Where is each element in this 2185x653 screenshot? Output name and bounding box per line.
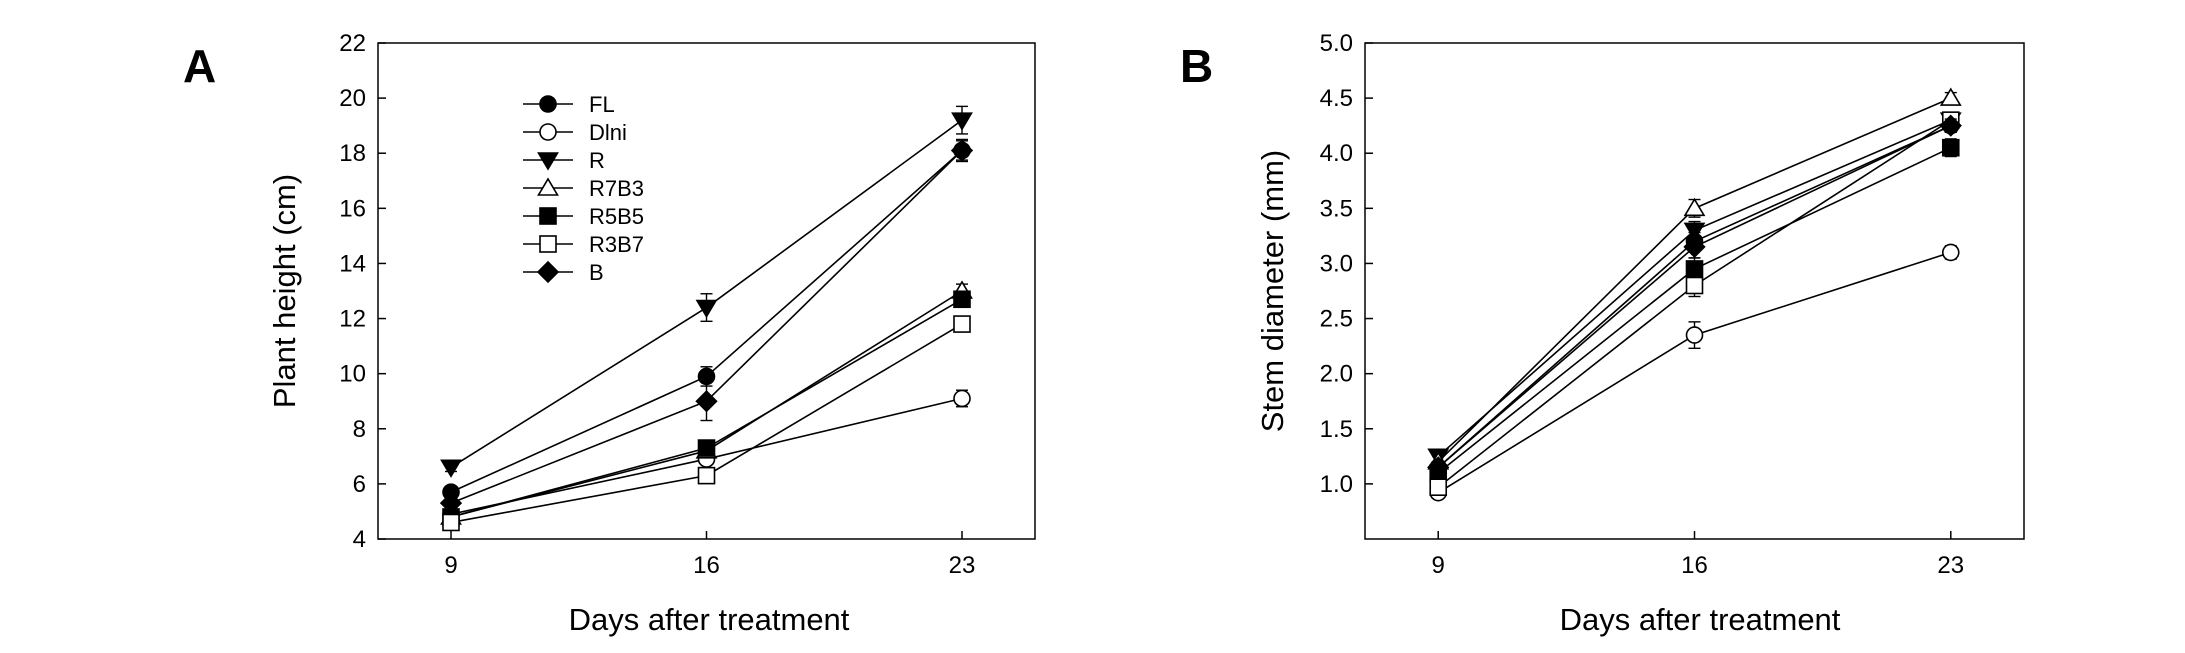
y-tick-label: 14 bbox=[339, 250, 366, 277]
series-line-r5b5 bbox=[1437, 146, 1952, 474]
legend-item-r: R bbox=[523, 148, 605, 173]
data-point-dlni bbox=[1941, 243, 1960, 262]
y-tick-label: 8 bbox=[353, 416, 366, 443]
y-tick-label: 20 bbox=[339, 85, 366, 112]
panel-a-y-axis-label: Plant height (cm) bbox=[267, 174, 302, 408]
legend-marker-r5b5 bbox=[539, 207, 557, 225]
panel-a-x-ticks: 9 16 23 bbox=[444, 531, 975, 579]
legend-label: FL bbox=[589, 92, 615, 117]
data-point-b bbox=[439, 492, 463, 515]
panel-b-letter: B bbox=[1180, 40, 1213, 92]
data-point-r3b7 bbox=[442, 513, 460, 532]
legend-label: Dlni bbox=[589, 120, 627, 145]
data-point-b bbox=[695, 390, 718, 413]
panel-b-series bbox=[1427, 87, 1962, 502]
series-r3b7 bbox=[1429, 111, 1960, 496]
panel-a-series bbox=[439, 105, 974, 532]
panel-a-y-ticks: 4 6 8 10 12 14 16 18 20 22 bbox=[339, 30, 386, 553]
y-tick-label: 16 bbox=[339, 195, 366, 222]
data-point-b bbox=[1683, 235, 1706, 259]
data-point-r5b5 bbox=[953, 290, 971, 309]
panel-a-legend: FL Dlni R R7B3 R5B5 R3B7 B bbox=[523, 92, 644, 285]
legend-label: R5B5 bbox=[589, 204, 644, 229]
legend-item-r5b5: R5B5 bbox=[523, 204, 644, 229]
data-point-r5b5 bbox=[1941, 138, 1960, 157]
data-point-b bbox=[1939, 114, 1962, 137]
x-tick-label: 23 bbox=[1937, 552, 1964, 579]
data-point-r bbox=[440, 459, 462, 478]
data-point-r3b7 bbox=[1429, 478, 1448, 496]
data-point-r bbox=[1683, 222, 1706, 241]
series-line-r3b7 bbox=[1437, 119, 1952, 488]
series-b bbox=[439, 138, 974, 515]
panel-b-y-ticks: 1.0 1.5 2.0 2.5 3.0 3.5 4.0 4.5 5.0 bbox=[1320, 30, 1373, 498]
data-point-dlni bbox=[1685, 326, 1704, 344]
legend-marker-fl bbox=[539, 95, 557, 113]
y-tick-label: 22 bbox=[339, 30, 366, 57]
legend-label: R3B7 bbox=[589, 232, 644, 257]
data-point-b bbox=[950, 139, 974, 162]
y-tick-label: 2.0 bbox=[1320, 361, 1353, 388]
data-point-r bbox=[695, 299, 718, 319]
legend-item-r7b3: R7B3 bbox=[523, 176, 644, 201]
legend-label: R7B3 bbox=[589, 176, 644, 201]
data-point-dlni bbox=[953, 389, 971, 408]
data-point-r3b7 bbox=[953, 315, 971, 333]
legend-marker-r bbox=[537, 152, 559, 171]
series-r bbox=[440, 105, 973, 478]
data-point-r7b3 bbox=[1683, 197, 1706, 217]
legend-marker-dlni bbox=[539, 123, 557, 141]
panel-b-x-axis-label: Days after treatment bbox=[1560, 602, 1841, 637]
series-b bbox=[1427, 114, 1962, 479]
panel-a-letter: A bbox=[183, 40, 216, 92]
y-tick-label: 5.0 bbox=[1320, 30, 1353, 57]
legend-label: B bbox=[589, 260, 604, 285]
legend-label: R bbox=[589, 148, 605, 173]
y-tick-label: 1.5 bbox=[1320, 416, 1353, 443]
legend-marker-r3b7 bbox=[539, 235, 557, 253]
y-tick-label: 3.0 bbox=[1320, 250, 1353, 277]
legend-item-fl: FL bbox=[523, 92, 615, 117]
y-tick-label: 6 bbox=[353, 471, 366, 498]
x-tick-label: 9 bbox=[444, 552, 457, 579]
y-tick-label: 12 bbox=[339, 306, 366, 333]
y-tick-label: 3.5 bbox=[1320, 195, 1353, 222]
y-tick-label: 4.5 bbox=[1320, 85, 1353, 112]
legend-marker-b bbox=[536, 260, 560, 284]
series-line-r3b7 bbox=[450, 323, 963, 524]
x-tick-label: 16 bbox=[693, 552, 720, 579]
legend-item-dlni: Dlni bbox=[523, 120, 627, 145]
panel-b: B Days after treatment Stem diameter (mm… bbox=[1180, 30, 2025, 637]
series-r3b7 bbox=[442, 315, 971, 532]
series-r5b5 bbox=[1429, 138, 1960, 482]
data-point-r3b7 bbox=[1685, 276, 1704, 295]
panel-a-x-axis-label: Days after treatment bbox=[569, 602, 850, 637]
data-point-r3b7 bbox=[697, 466, 716, 485]
x-tick-label: 9 bbox=[1432, 552, 1445, 579]
data-point-r5b5 bbox=[697, 439, 716, 457]
y-tick-label: 4.0 bbox=[1320, 140, 1353, 167]
x-tick-label: 23 bbox=[949, 552, 976, 579]
x-tick-label: 16 bbox=[1681, 552, 1708, 579]
y-tick-label: 4 bbox=[353, 526, 366, 553]
panel-b-y-axis-label: Stem diameter (mm) bbox=[1255, 150, 1290, 432]
legend-item-b: B bbox=[523, 260, 604, 285]
data-point-b bbox=[1427, 456, 1450, 479]
legend-marker-r7b3 bbox=[537, 177, 559, 196]
y-tick-label: 10 bbox=[339, 361, 366, 388]
y-tick-label: 2.5 bbox=[1320, 306, 1353, 333]
panel-b-x-ticks: 9 16 23 bbox=[1432, 531, 1964, 579]
y-tick-label: 1.0 bbox=[1320, 471, 1353, 498]
y-tick-label: 18 bbox=[339, 140, 366, 167]
data-point-r7b3 bbox=[1939, 87, 1962, 106]
legend-item-r3b7: R3B7 bbox=[523, 232, 644, 257]
panel-a: A Days after treatment Plant height (cm)… bbox=[183, 30, 1036, 637]
data-point-r bbox=[951, 112, 973, 131]
